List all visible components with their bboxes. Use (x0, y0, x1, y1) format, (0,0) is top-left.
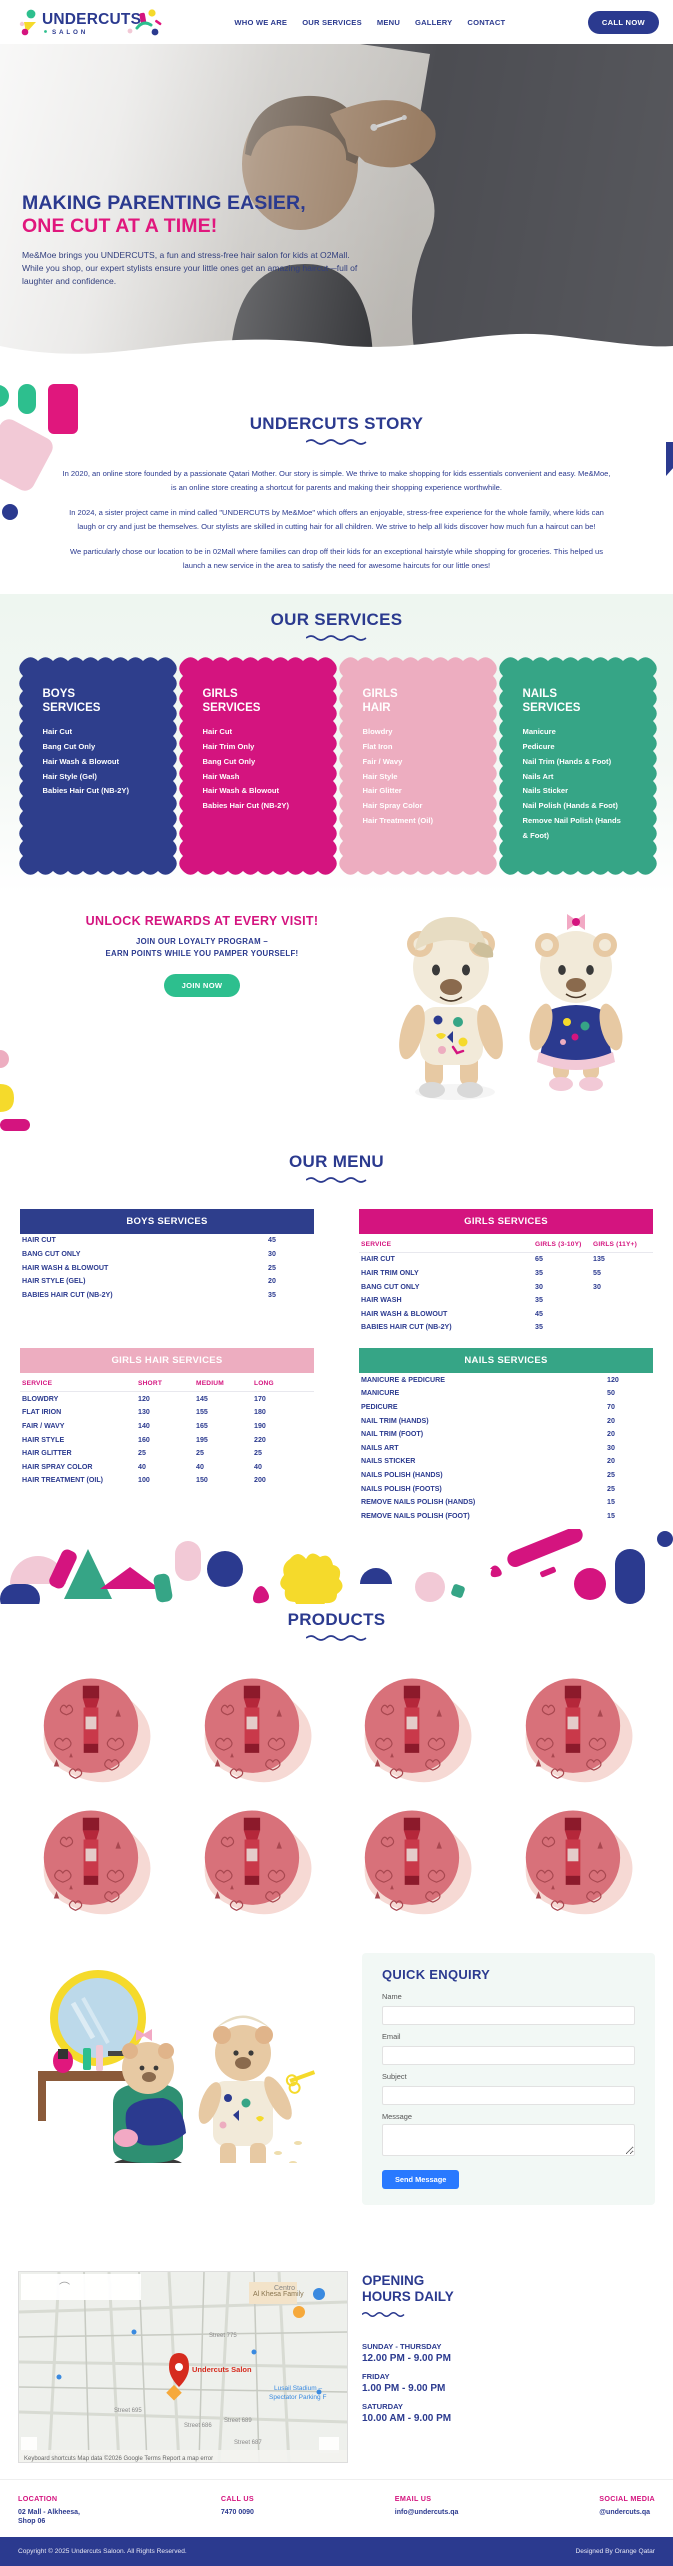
svg-text:⌒: ⌒ (59, 2281, 70, 2294)
svg-text:Lusail Stadium –: Lusail Stadium – (274, 2385, 322, 2392)
svg-text:Centro: Centro (274, 2285, 295, 2292)
svg-text:Street 686: Street 686 (184, 2423, 212, 2429)
svg-text:UNDERCUTS: UNDERCUTS (42, 11, 141, 28)
svg-text:SALON: SALON (52, 29, 88, 36)
svg-text:Street 689: Street 689 (224, 2418, 252, 2424)
svg-text:Spectator Parking F: Spectator Parking F (269, 2394, 326, 2401)
svg-text:Al Khesa Family: Al Khesa Family (253, 2291, 304, 2298)
svg-text:Keyboard shortcuts Map data: Keyboard shortcuts Map data ©2026 Google… (24, 2455, 213, 2462)
svg-text:Undercuts Salon: Undercuts Salon (192, 2365, 252, 2374)
svg-text:Street 695: Street 695 (114, 2408, 142, 2414)
svg-text:Street 775: Street 775 (209, 2333, 237, 2339)
svg-text:Street 687: Street 687 (234, 2440, 262, 2446)
